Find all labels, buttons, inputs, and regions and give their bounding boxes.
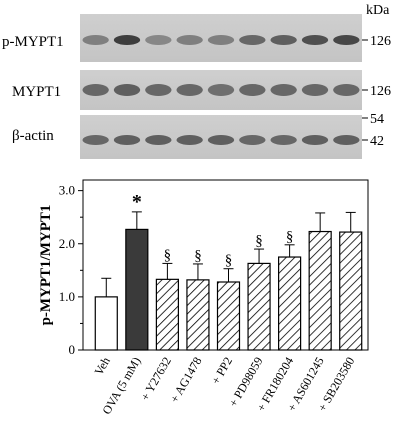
blot-band xyxy=(145,135,172,145)
significance-marker: § xyxy=(164,247,172,263)
marker-label-126-a: 126 xyxy=(370,34,391,49)
marker-label-42: 42 xyxy=(370,134,384,149)
blot-band xyxy=(113,84,141,96)
blot-bands-p-mypt1 xyxy=(82,35,360,45)
y-axis: 0 1.0 2.0 3.0 xyxy=(59,183,83,357)
blot-band xyxy=(82,84,109,96)
bar xyxy=(216,281,241,351)
blot-bands-mypt1 xyxy=(82,84,360,96)
blot-band xyxy=(333,35,360,45)
blot-band xyxy=(239,84,266,96)
blot-band xyxy=(176,84,203,96)
blot-band xyxy=(301,84,329,96)
significance-marker: § xyxy=(225,253,233,269)
bars: * § § § § § xyxy=(94,191,363,351)
blot-label-beta-actin: β-actin xyxy=(12,128,54,144)
significance-marker: * xyxy=(132,191,142,213)
blot-band xyxy=(207,84,235,96)
blot-band xyxy=(113,35,141,45)
bar xyxy=(278,256,302,351)
marker-label-126-b: 126 xyxy=(370,84,391,99)
blot-band xyxy=(113,135,141,145)
bar xyxy=(186,279,210,351)
blot-band xyxy=(239,35,266,45)
marker-label-54: 54 xyxy=(370,112,384,127)
y-tick-label: 0 xyxy=(69,342,76,357)
significance-marker: § xyxy=(194,248,202,264)
blot-panel-p-mypt1: p-MYPT1 126 xyxy=(2,14,391,62)
x-tick-label: + PP2 xyxy=(208,355,235,387)
blot-band xyxy=(301,35,329,45)
blot-band xyxy=(270,84,297,96)
blot-band xyxy=(145,84,172,96)
significance-marker: § xyxy=(255,233,263,249)
blot-panel-mypt1: MYPT1 126 xyxy=(12,70,391,110)
bar xyxy=(339,231,363,351)
blot-band xyxy=(239,135,266,145)
kda-label: kDa xyxy=(366,3,390,18)
blot-band xyxy=(176,135,203,145)
y-axis-label: p-MYPT1/MYPT1 xyxy=(38,205,54,326)
blot-band xyxy=(207,35,235,45)
bar xyxy=(247,262,271,351)
x-tick-label: Veh xyxy=(91,355,112,378)
blot-band xyxy=(270,135,297,145)
y-tick-label: 1.0 xyxy=(59,289,75,304)
y-tick-label: 3.0 xyxy=(59,183,75,198)
blot-band xyxy=(207,135,235,145)
significance-marker: § xyxy=(286,229,294,245)
blot-band xyxy=(333,84,360,96)
blot-label-p-mypt1: p-MYPT1 xyxy=(2,34,64,50)
blot-bands-beta-actin xyxy=(82,135,360,145)
y-tick-label: 2.0 xyxy=(59,236,75,251)
bar xyxy=(308,230,332,351)
bar xyxy=(94,296,118,351)
blot-band xyxy=(270,35,297,45)
blot-band xyxy=(145,35,172,45)
bar xyxy=(125,228,149,351)
blot-band xyxy=(176,35,203,45)
blot-band xyxy=(82,35,109,45)
blot-band xyxy=(82,135,109,145)
bar xyxy=(155,278,179,351)
blot-panel-beta-actin: β-actin 54 42 xyxy=(12,112,384,159)
blot-band xyxy=(333,135,360,145)
blot-label-mypt1: MYPT1 xyxy=(12,84,61,100)
blot-band xyxy=(301,135,329,145)
